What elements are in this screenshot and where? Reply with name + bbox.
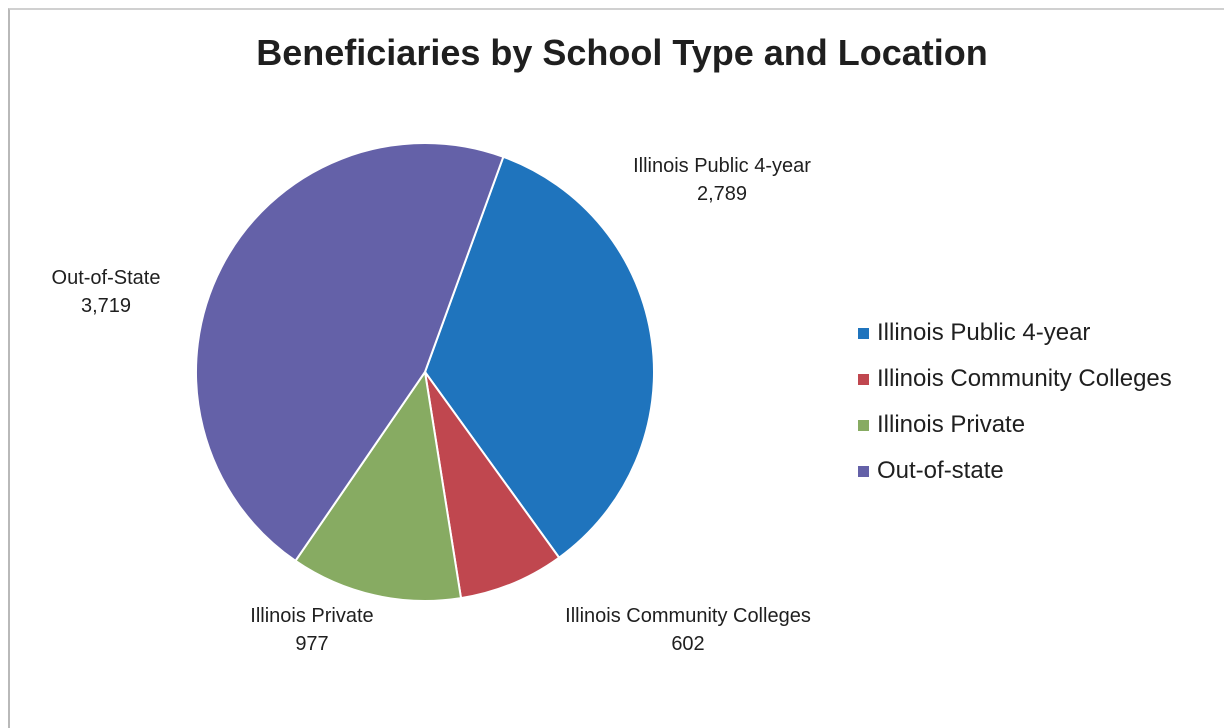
legend-item-community-colleges: Illinois Community Colleges	[858, 356, 1172, 402]
legend-label: Illinois Private	[877, 411, 1026, 438]
legend-item-illinois-private: Illinois Private	[858, 402, 1172, 448]
legend-swatch	[858, 327, 869, 339]
pie-slice-out-of-state	[195, 142, 505, 563]
legend-label: Illinois Public 4-year	[877, 319, 1091, 346]
legend-item-out-of-state: Out-of-state	[858, 448, 1172, 494]
legend-swatch	[858, 373, 869, 385]
chart-legend: Illinois Public 4-year Illinois Communit…	[858, 310, 1172, 494]
slice-label: Out-of-State	[52, 267, 161, 289]
slice-label: Illinois Public 4-year	[633, 155, 811, 177]
legend-swatch	[858, 419, 869, 431]
pie-slice-illinois-public-4-year	[423, 155, 655, 560]
pie-chart: Illinois Public 4-year 2,789 Illinois Comm…	[52, 142, 811, 655]
legend-label: Out-of-state	[877, 457, 1004, 484]
slice-value-label: 977	[295, 633, 328, 655]
slice-value-label: 3,719	[81, 295, 131, 317]
chart-title: Beneficiaries by School Type and Locatio…	[256, 32, 988, 73]
legend-swatch	[858, 465, 869, 477]
slice-value-label: 2,789	[697, 183, 747, 205]
slice-value-label: 602	[671, 633, 704, 655]
pie-slice-illinois-private	[294, 369, 463, 602]
slice-label: Illinois Private	[250, 605, 373, 627]
pie-slice-illinois-community-colleges	[424, 371, 561, 600]
slice-label: Illinois Community Colleges	[565, 605, 811, 627]
legend-item-illinois-public: Illinois Public 4-year	[858, 310, 1172, 356]
chart-frame	[8, 8, 1224, 728]
legend-label: Illinois Community Colleges	[877, 365, 1172, 392]
